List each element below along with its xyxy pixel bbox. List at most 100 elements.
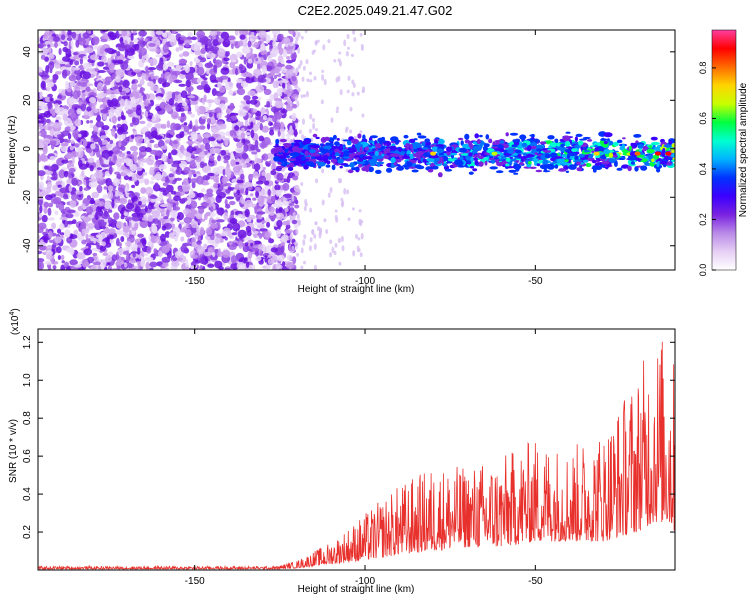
signal-blob: [499, 140, 505, 144]
noise-blob: [154, 150, 163, 156]
noise-blob: [158, 77, 163, 84]
signal-blob: [601, 161, 610, 165]
noise-blob: [329, 252, 333, 258]
noise-blob: [314, 221, 318, 226]
signal-blob: [494, 142, 499, 146]
noise-blob: [60, 145, 68, 153]
noise-blob: [49, 140, 57, 146]
signal-blob: [371, 148, 376, 152]
signal-blob: [565, 170, 570, 173]
signal-blob: [489, 166, 498, 170]
signal-blob: [670, 150, 675, 153]
signal-blob: [472, 154, 481, 158]
noise-blob: [118, 152, 126, 158]
noise-blob: [38, 228, 44, 234]
noise-blob: [251, 123, 260, 132]
y-tick-label: 0.2: [22, 525, 33, 539]
noise-blob: [120, 215, 125, 220]
noise-blob: [210, 79, 218, 83]
noise-blob: [141, 72, 147, 80]
noise-blob: [116, 68, 125, 78]
noise-blob: [196, 246, 206, 255]
noise-blob: [52, 122, 62, 128]
noise-blob: [205, 99, 215, 104]
signal-blob: [659, 160, 668, 165]
noise-blob: [313, 76, 317, 81]
signal-blob: [614, 161, 618, 168]
noise-blob: [190, 200, 198, 209]
noise-blob: [313, 233, 317, 239]
noise-blob: [285, 262, 295, 269]
noise-blob: [104, 242, 112, 248]
noise-blob: [126, 202, 135, 210]
noise-blob: [104, 81, 111, 86]
noise-blob: [122, 79, 130, 88]
noise-blob: [198, 206, 205, 214]
noise-blob: [271, 30, 281, 36]
noise-blob: [315, 178, 319, 184]
signal-blob: [332, 134, 337, 140]
signal-blob: [362, 134, 366, 141]
noise-blob: [259, 123, 263, 131]
noise-blob: [277, 131, 281, 137]
noise-blob: [144, 38, 148, 42]
noise-blob: [183, 216, 193, 224]
signal-blob: [485, 134, 490, 140]
noise-blob: [172, 226, 181, 236]
noise-blob: [361, 113, 365, 118]
noise-blob: [97, 86, 102, 90]
noise-blob: [333, 59, 337, 63]
noise-blob: [85, 233, 89, 240]
noise-blob: [165, 139, 170, 144]
noise-blob: [55, 71, 62, 75]
signal-blob: [416, 165, 425, 170]
noise-blob: [73, 143, 80, 148]
signal-blob: [389, 153, 397, 157]
noise-blob: [223, 212, 229, 221]
signal-blob: [362, 156, 368, 160]
noise-blob: [90, 143, 96, 150]
signal-blob: [359, 146, 363, 153]
noise-blob: [282, 80, 289, 84]
noise-blob: [241, 152, 249, 160]
signal-blob: [591, 159, 597, 164]
noise-blob: [265, 34, 271, 43]
signal-blob: [522, 136, 527, 139]
noise-blob: [292, 43, 296, 50]
noise-blob: [274, 74, 277, 80]
noise-blob: [149, 195, 158, 200]
noise-blob: [132, 151, 139, 157]
noise-blob: [82, 71, 92, 80]
noise-blob: [139, 78, 145, 86]
noise-blob: [154, 75, 159, 80]
signal-blob: [564, 159, 569, 163]
noise-blob: [290, 52, 298, 60]
noise-blob: [236, 189, 240, 196]
noise-blob: [81, 258, 89, 268]
y-tick-label: 1.2: [22, 335, 33, 349]
noise-blob: [313, 264, 317, 270]
signal-blob: [488, 138, 493, 144]
noise-blob: [351, 207, 355, 211]
signal-blob: [351, 167, 360, 171]
noise-blob: [301, 134, 305, 140]
noise-blob: [229, 218, 238, 225]
noise-blob: [138, 30, 147, 37]
noise-blob: [258, 78, 267, 83]
noise-blob: [260, 43, 266, 52]
noise-blob: [263, 88, 272, 96]
signal-blob: [648, 145, 653, 149]
signal-blob: [518, 162, 525, 165]
noise-blob: [130, 33, 134, 41]
noise-blob: [95, 121, 105, 128]
noise-blob: [169, 180, 173, 185]
noise-blob: [47, 101, 53, 110]
signal-blob: [334, 141, 340, 146]
noise-blob: [161, 171, 168, 177]
noise-blob: [249, 99, 258, 105]
noise-blob: [311, 229, 315, 234]
noise-blob: [55, 116, 62, 121]
signal-blob: [403, 153, 407, 157]
noise-blob: [49, 156, 56, 161]
noise-blob: [56, 246, 62, 254]
